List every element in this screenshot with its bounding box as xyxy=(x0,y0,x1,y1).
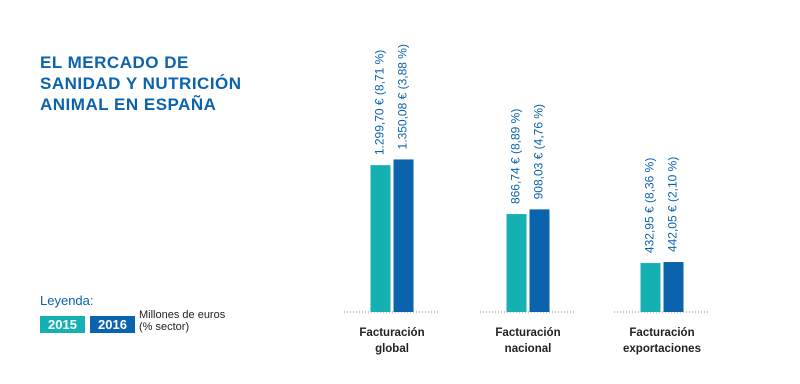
bar xyxy=(370,165,391,312)
value-label: 866,74 € (8,89 %) xyxy=(509,109,523,204)
x-tick-label: Facturación nacional xyxy=(473,325,583,357)
x-tick-label: Facturación exportaciones xyxy=(607,325,717,357)
bar xyxy=(663,262,684,312)
legend-entry: 2016 xyxy=(90,316,135,333)
x-tick-label: Facturación global xyxy=(337,325,447,357)
unit-note: Millones de euros (% sector) xyxy=(139,309,226,333)
x-tick-label-text: Facturación exportaciones xyxy=(623,327,701,355)
bar xyxy=(529,209,550,312)
legend-entry: 2015 xyxy=(40,316,85,333)
x-tick-label-text: Facturación nacional xyxy=(495,327,561,355)
value-label: 1.350,08 € (3,88 %) xyxy=(396,44,410,149)
bar xyxy=(393,159,414,312)
value-label: 432,95 € (8,36 %) xyxy=(643,158,657,253)
chart-title: EL MERCADO DE SANIDAD Y NUTRICIÓN ANIMAL… xyxy=(40,53,242,114)
value-label: 442,05 € (2,10 %) xyxy=(666,157,680,252)
x-tick-label-text: Facturación global xyxy=(359,327,425,355)
bar xyxy=(640,263,661,312)
value-label: 1.299,70 € (8,71 %) xyxy=(373,50,387,155)
legend-title: Leyenda: xyxy=(40,293,94,308)
bar xyxy=(506,214,527,312)
value-label: 908,03 € (4,76 %) xyxy=(532,104,546,199)
